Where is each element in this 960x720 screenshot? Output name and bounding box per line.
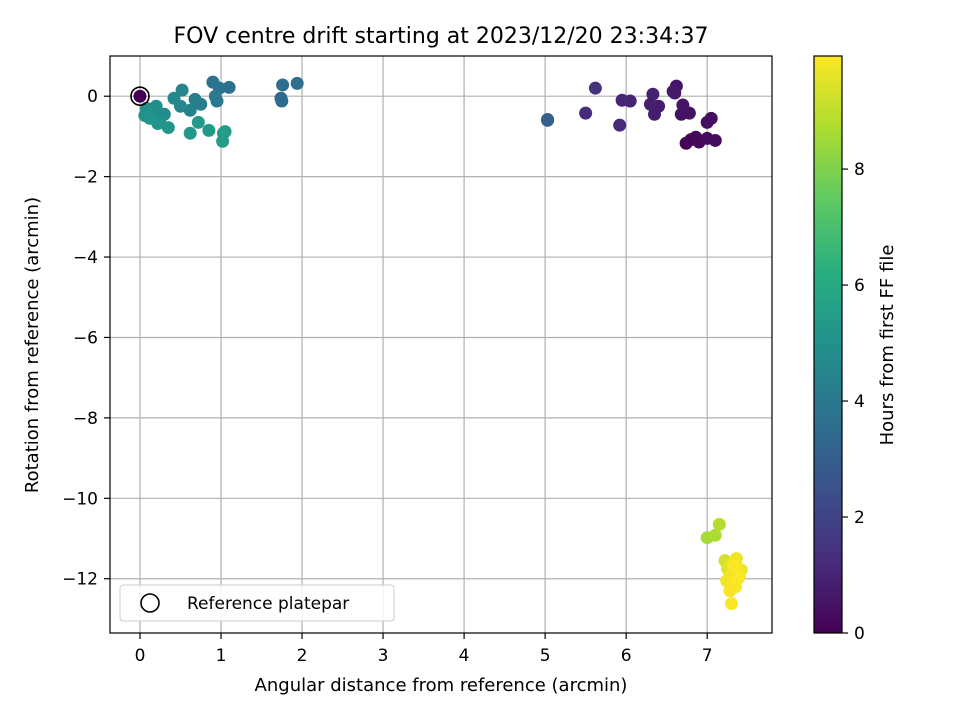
data-point xyxy=(700,115,714,129)
data-point xyxy=(208,89,222,103)
y-tick-label: −4 xyxy=(73,248,98,268)
data-point xyxy=(183,103,197,117)
data-point xyxy=(731,572,745,586)
data-point xyxy=(183,126,197,140)
y-tick-label: −6 xyxy=(73,328,98,348)
colorbar-tick-label: 8 xyxy=(854,160,865,180)
data-point xyxy=(579,106,593,120)
y-axis-label: Rotation from reference (arcmin) xyxy=(22,197,43,493)
data-point xyxy=(541,113,555,127)
colorbar-label: Hours from first FF file xyxy=(877,245,898,446)
data-point xyxy=(646,87,660,101)
data-point xyxy=(615,93,629,107)
data-point xyxy=(648,107,662,121)
data-point xyxy=(666,84,680,98)
colorbar-tick-label: 0 xyxy=(854,624,865,644)
data-point xyxy=(161,121,175,135)
colorbar-tick-label: 2 xyxy=(854,508,865,528)
data-point xyxy=(588,81,602,95)
data-point xyxy=(708,133,722,147)
scatter-points xyxy=(133,75,748,611)
colorbar: 0 2 4 6 8 Hours from first FF file xyxy=(813,55,898,644)
colorbar-ticks: 0 2 4 6 8 xyxy=(842,160,865,644)
tick-marks xyxy=(104,95,708,639)
data-point xyxy=(188,92,202,106)
legend-box xyxy=(119,584,395,622)
data-point xyxy=(275,94,289,108)
x-tick-label: 7 xyxy=(702,646,713,666)
colorbar-tick-label: 4 xyxy=(854,392,865,412)
legend-marker xyxy=(140,593,160,613)
y-tick-label: −8 xyxy=(73,409,98,429)
x-tick-label: 3 xyxy=(378,646,389,666)
colorbar-frame xyxy=(813,55,843,634)
data-point xyxy=(643,97,657,111)
data-point xyxy=(133,89,147,103)
x-tick-label: 5 xyxy=(540,646,551,666)
legend-label: Reference platepar xyxy=(187,594,349,614)
data-point xyxy=(727,559,741,573)
data-point xyxy=(206,75,220,89)
data-point xyxy=(276,78,290,92)
data-point xyxy=(216,134,230,148)
colorbar-gradient xyxy=(814,56,842,633)
plot-frame xyxy=(109,55,773,634)
grid xyxy=(110,56,772,633)
data-point xyxy=(724,597,738,611)
data-point xyxy=(191,115,205,129)
x-tick-label: 2 xyxy=(297,646,308,666)
data-point xyxy=(202,123,216,137)
y-tick-labels: 0 −2 −4 −6 −8 −10 −12 xyxy=(62,87,98,590)
data-point xyxy=(175,83,189,97)
data-point xyxy=(290,76,304,90)
data-point xyxy=(723,584,737,598)
data-point xyxy=(222,80,236,94)
chart-title: FOV centre drift starting at 2023/12/20 … xyxy=(174,24,709,49)
x-tick-label: 1 xyxy=(216,646,227,666)
x-tick-labels: 0 1 2 3 4 5 6 7 xyxy=(135,646,713,666)
data-point xyxy=(167,91,181,105)
y-tick-label: −10 xyxy=(62,489,98,509)
data-point xyxy=(708,528,722,542)
x-tick-label: 0 xyxy=(135,646,146,666)
data-point xyxy=(151,117,165,131)
legend: Reference platepar xyxy=(119,584,395,622)
data-point xyxy=(676,98,690,112)
y-tick-label: −12 xyxy=(62,570,98,590)
x-tick-label: 4 xyxy=(459,646,470,666)
data-point xyxy=(712,517,726,531)
x-tick-label: 6 xyxy=(621,646,632,666)
colorbar-tick-label: 6 xyxy=(854,276,865,296)
reference-point-marker xyxy=(130,86,150,107)
y-tick-label: −2 xyxy=(73,168,98,188)
data-point xyxy=(613,118,627,132)
y-tick-label: 0 xyxy=(87,87,98,107)
x-axis-label: Angular distance from reference (arcmin) xyxy=(255,675,628,696)
